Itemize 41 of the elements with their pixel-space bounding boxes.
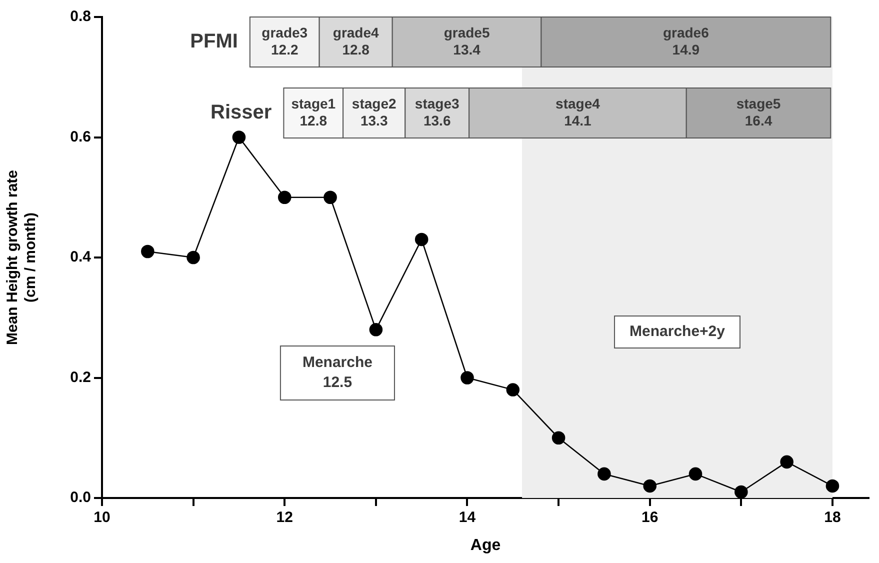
- point: [186, 250, 200, 264]
- point: [688, 467, 702, 481]
- annotation: Risser: [210, 102, 272, 124]
- y-axis-title: Mean Height growth rate (cm / month): [4, 170, 40, 346]
- band-label: grade6 14.9: [662, 24, 710, 58]
- annotation: Menarche 12.5: [302, 354, 372, 392]
- point: [506, 383, 520, 396]
- band-label: stage2 13.3: [352, 95, 396, 128]
- band-label: Menarche+2y: [630, 323, 726, 340]
- point: [460, 371, 474, 384]
- point: [734, 485, 748, 498]
- y-tick-label: 0.4: [70, 248, 92, 266]
- point: [414, 232, 428, 246]
- band-label: grade3 12.2: [262, 24, 308, 58]
- band-label: stage3 13.6: [414, 95, 460, 128]
- point: [141, 244, 154, 258]
- x-axis-title: Age: [470, 536, 501, 554]
- y-tick-label: 0.2: [70, 368, 91, 386]
- point: [232, 130, 246, 144]
- point: [780, 455, 794, 469]
- band-label: grade4 12.8: [332, 24, 380, 58]
- band-label: grade5 13.4: [444, 24, 490, 58]
- x-tick-label: 12: [276, 509, 293, 526]
- point: [369, 323, 383, 336]
- point: [826, 479, 840, 493]
- y-tick-label: 0.0: [70, 489, 91, 506]
- y-tick-label: 0.6: [70, 128, 91, 146]
- x-tick-label: 14: [458, 509, 476, 526]
- x-tick-label: 10: [94, 509, 110, 526]
- point: [643, 479, 657, 493]
- y-tick-label: 0.8: [70, 8, 91, 26]
- annotation: PFMI: [190, 30, 238, 53]
- x-tick-label: 18: [824, 509, 841, 526]
- x-tick-label: 16: [642, 509, 658, 526]
- point: [324, 190, 337, 204]
- band-label: stage5 16.4: [736, 95, 781, 128]
- point: [552, 431, 566, 445]
- point: [278, 190, 292, 204]
- point: [598, 467, 611, 481]
- band-label: stage1 12.8: [291, 95, 336, 128]
- band-label: stage4 14.1: [556, 95, 600, 128]
